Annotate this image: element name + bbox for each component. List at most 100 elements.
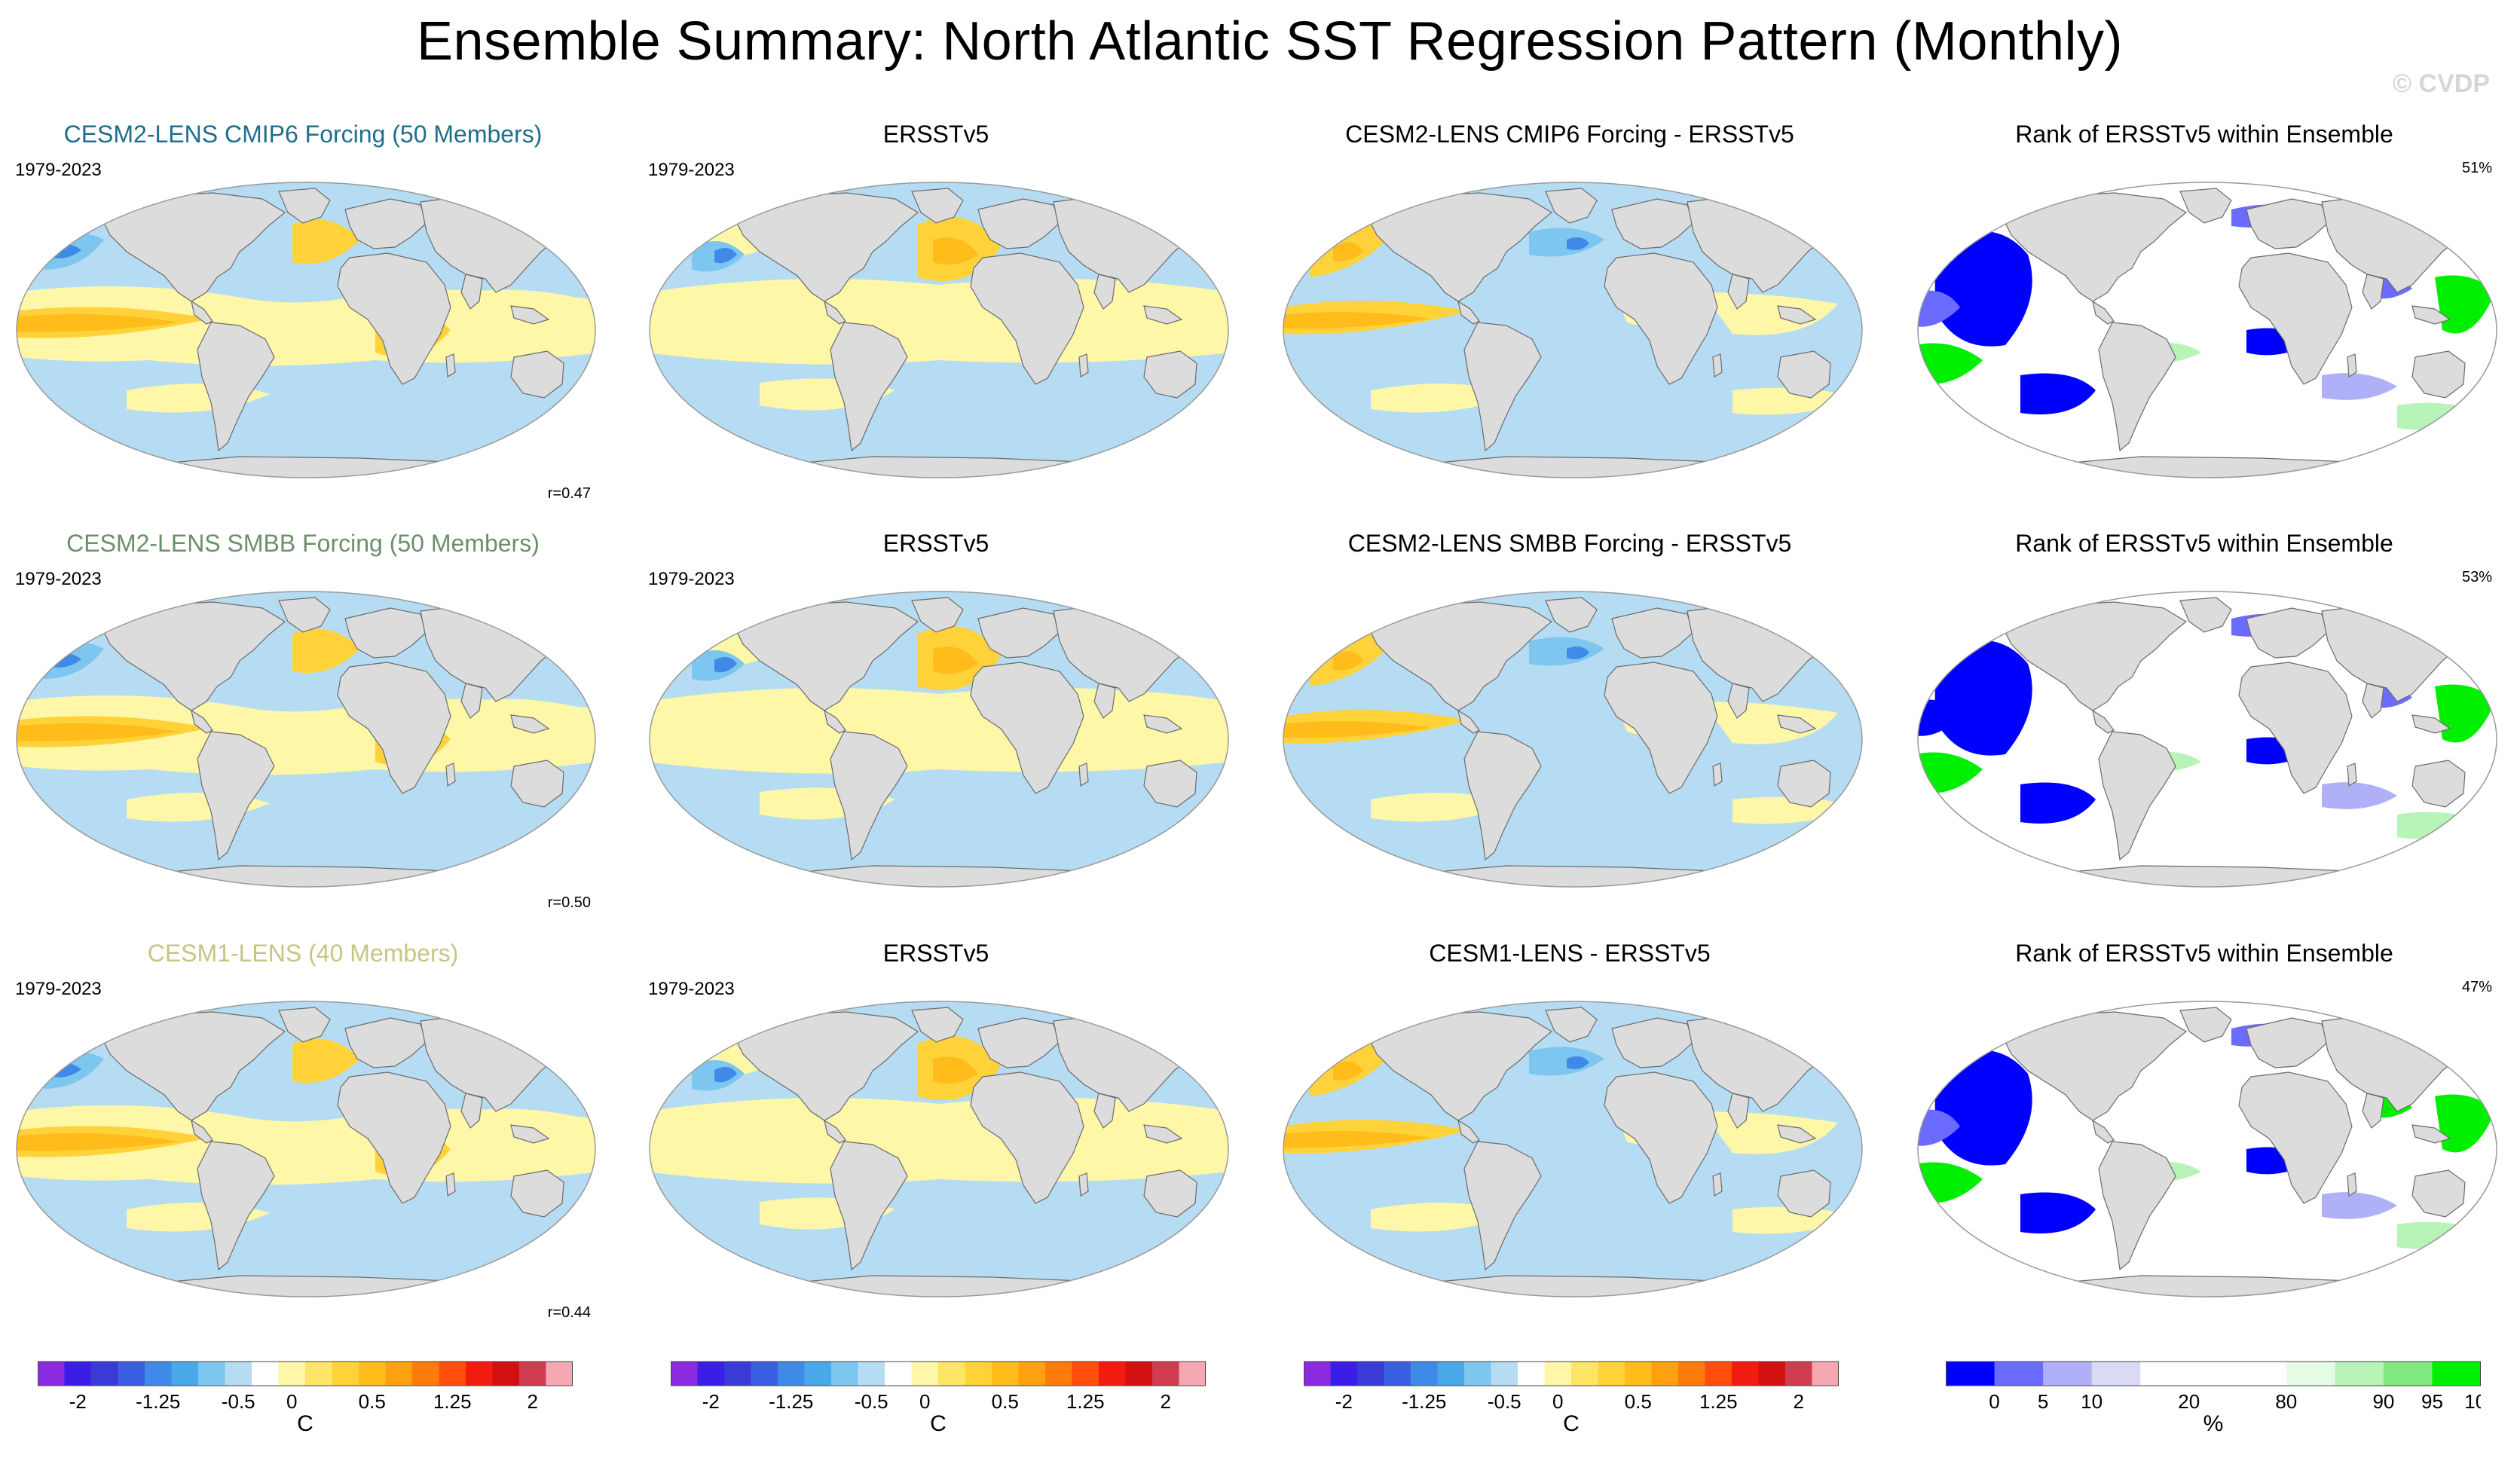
- field-contour: [1283, 312, 1431, 329]
- panel-title: ERSSTv5: [882, 940, 989, 967]
- map-field: [1918, 591, 2497, 887]
- colorbar-swatch: [2383, 1362, 2433, 1386]
- land-mass: [1463, 731, 1542, 861]
- map-boundary: [1917, 591, 2497, 888]
- land-mass: [445, 353, 456, 378]
- land-mass: [1369, 1011, 1553, 1121]
- sst-map: [16, 1001, 596, 1298]
- field-contour: [2322, 782, 2397, 809]
- land-mass: [2179, 597, 2232, 633]
- land-mass: [197, 322, 275, 452]
- colorbar-swatch: [2335, 1362, 2384, 1386]
- land-mass: [970, 1071, 1084, 1204]
- colorbar-swatch: [332, 1362, 359, 1386]
- land-mass: [1777, 714, 1817, 734]
- land-mass: [1777, 1169, 1831, 1218]
- map-panel: Rank of ERSSTv5 within Ensemble 51%: [1903, 121, 2506, 520]
- colorbar-swatch: [2286, 1362, 2335, 1386]
- colorbar-swatch: [466, 1362, 493, 1386]
- map-panel: ERSSTv5 1979-2023: [635, 530, 1237, 929]
- colorbar-swatch: [831, 1362, 858, 1386]
- field-contour: [17, 313, 179, 332]
- land-mass: [1457, 1119, 1480, 1144]
- land-mass: [911, 1007, 964, 1043]
- map-field: [1283, 1001, 1862, 1297]
- field-contour: [292, 219, 360, 264]
- panel-correlation: r=0.44: [547, 1304, 591, 1321]
- field-contour: [1283, 1131, 1431, 1148]
- map-panel: CESM2-LENS CMIP6 Forcing - ERSSTv5: [1268, 121, 1871, 520]
- colorbar-swatch: [697, 1362, 725, 1386]
- land-mass: [460, 1093, 483, 1129]
- colorbar-tick-label: 0.5: [1625, 1390, 1652, 1413]
- map-field: [650, 1001, 1228, 1297]
- colorbar-swatch: [38, 1362, 65, 1386]
- land-mass: [191, 300, 213, 325]
- panel-title: CESM2-LENS CMIP6 Forcing (50 Members): [63, 121, 543, 148]
- colorbar-tick-label: -1.25: [769, 1390, 813, 1413]
- map-panel: Rank of ERSSTv5 within Ensemble 47%: [1903, 940, 2506, 1339]
- colorbar-swatch: [492, 1362, 520, 1386]
- sst-map: [1283, 182, 1863, 478]
- colorbar-swatch: [1571, 1362, 1598, 1386]
- panel-title: ERSSTv5: [882, 530, 989, 557]
- panel-percent: 53%: [2461, 569, 2492, 585]
- colorbar-swatch: [965, 1362, 992, 1386]
- colorbar-tick-label: 2: [528, 1390, 538, 1413]
- colorbar-swatch: [2140, 1362, 2190, 1386]
- sst-map: [16, 182, 596, 478]
- colorbar-swatch: [225, 1362, 252, 1386]
- land-mass: [1777, 760, 1831, 808]
- land-mass: [1093, 683, 1116, 719]
- colorbar-tick-label: -1.25: [136, 1390, 180, 1413]
- field-contour: [292, 1038, 360, 1083]
- colorbar-swatch: [171, 1362, 199, 1386]
- colorbar-tick-label: 1.25: [1066, 1390, 1105, 1413]
- sst-map: [649, 591, 1229, 888]
- land-mass: [970, 662, 1084, 794]
- panel-period: 1979-2023: [15, 569, 102, 589]
- colorbar-swatch: [1994, 1362, 2044, 1386]
- land-mass: [1093, 274, 1116, 310]
- land-mass: [344, 198, 427, 249]
- land-mass: [1143, 714, 1183, 734]
- colorbar-tick-label: 5: [2038, 1390, 2048, 1413]
- colorbar-swatch: [885, 1362, 912, 1386]
- land-mass: [1611, 607, 1694, 659]
- land-mass: [2092, 300, 2115, 325]
- land-mass: [1545, 597, 1598, 633]
- panel-period: 1979-2023: [15, 979, 102, 999]
- colorbar-swatch: [1946, 1362, 1996, 1386]
- land-mass: [197, 731, 275, 861]
- land-mass: [1712, 353, 1723, 378]
- map-field: [17, 182, 595, 478]
- colorbar-swatch: [1125, 1362, 1153, 1386]
- colorbar-tick-label: -0.5: [855, 1390, 888, 1413]
- field-contour: [1934, 640, 2032, 756]
- colorbar-tick-label: 95: [2421, 1390, 2443, 1413]
- land-mass: [2246, 607, 2329, 659]
- sst-map: [649, 1001, 1229, 1298]
- land-mass: [735, 192, 919, 302]
- colorbar: 0 5 10 20 80 90 95 100%: [1946, 1360, 2481, 1443]
- field-contour: [1008, 387, 1189, 415]
- rank-map: [1917, 1001, 2497, 1298]
- land-mass: [102, 1011, 286, 1121]
- land-mass: [1712, 763, 1723, 787]
- map-boundary: [16, 182, 596, 478]
- field-contour: [17, 1105, 595, 1185]
- map-field: [650, 591, 1228, 887]
- colorbar-swatch: [1152, 1362, 1179, 1386]
- field-contour: [1934, 231, 2032, 347]
- land-mass: [460, 274, 483, 310]
- panel-period: 1979-2023: [648, 979, 735, 999]
- colorbar-swatch: [385, 1362, 413, 1386]
- panel-correlation: r=0.50: [547, 894, 591, 911]
- colorbar-swatch: [1437, 1362, 1465, 1386]
- land-mass: [977, 198, 1060, 249]
- colorbar-unit: C: [1563, 1411, 1580, 1436]
- colorbar-swatch: [1732, 1362, 1759, 1386]
- colorbar-swatch: [1758, 1362, 1786, 1386]
- land-mass: [830, 1141, 908, 1271]
- panel-title: CESM2-LENS SMBB Forcing - ERSSTv5: [1347, 530, 1792, 557]
